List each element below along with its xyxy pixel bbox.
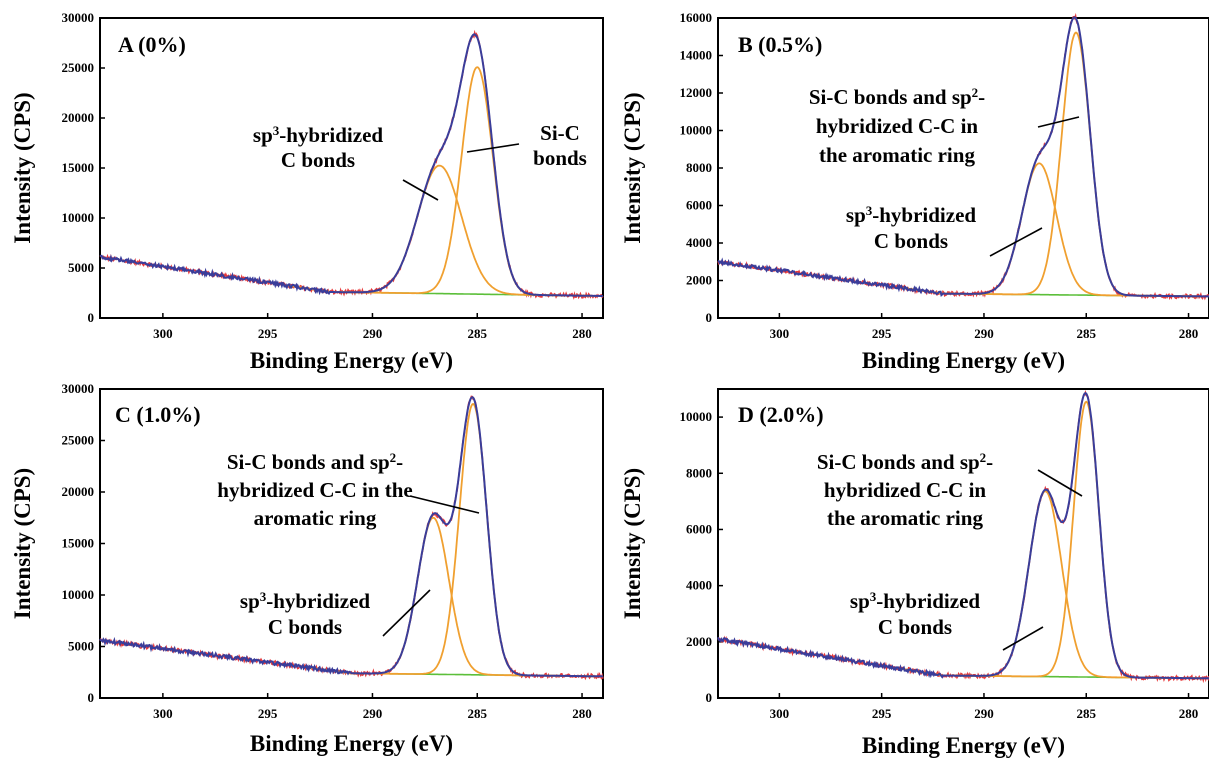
x-tick-label: 295 (258, 706, 278, 721)
y-tick-label: 2000 (686, 634, 712, 649)
y-tick-label: 30000 (62, 10, 95, 25)
y-tick-label: 10000 (62, 587, 95, 602)
plot-frame (717, 388, 1209, 699)
raw-spectrum-line (99, 395, 604, 681)
x-tick-label: 300 (770, 326, 790, 341)
raw-spectrum-line (717, 389, 1209, 684)
x-tick-label: 290 (363, 326, 383, 341)
y-tick-label: 25000 (62, 433, 95, 448)
peak-annotation: Si-C bonds and sp2-hybridized C-C in the … (817, 450, 993, 531)
annotation-leader-line (1037, 116, 1080, 128)
xps-panel-a: 0 5000 10000 15000 20000 25000 30000 300 295 290 2… (10, 10, 604, 373)
y-tick-label: 20000 (62, 110, 95, 125)
x-axis-title: Binding Energy (eV) (250, 731, 453, 756)
y-tick-label: 15000 (62, 160, 95, 175)
fit-envelope-line (717, 16, 1209, 298)
peak-annotation: Si-C bonds and sp2-hybridized C-C in the … (809, 85, 985, 168)
annotation-leader-line (382, 589, 431, 637)
peak-annotation: sp3-hybridized C bonds (850, 589, 981, 640)
x-tick-label: 300 (153, 326, 173, 341)
annotation-leader-line (989, 227, 1043, 257)
y-axis-title: Intensity (CPS) (620, 468, 645, 619)
y-tick-label: 30000 (62, 381, 95, 396)
fit-envelope-line (99, 33, 603, 297)
panel-label: B (0.5%) (738, 32, 822, 57)
xps-panel-d: 0 2000 4000 6000 8000 10000 300 295 290 285 280 Bin… (620, 388, 1209, 758)
x-axis-title: Binding Energy (eV) (862, 348, 1065, 373)
peak-annotation: sp3-hybridized C bonds (846, 203, 977, 254)
y-tick-label: 15000 (62, 536, 95, 551)
panel-label: C (1.0%) (115, 402, 201, 427)
y-tick-label: 25000 (62, 60, 95, 75)
xps-panel-c: 0 5000 10000 15000 20000 25000 30000 300 295 290 2… (10, 381, 604, 756)
y-tick-label: 12000 (680, 85, 713, 100)
x-axis-title: Binding Energy (eV) (250, 348, 453, 373)
y-tick-label: 16000 (680, 10, 713, 25)
y-tick-label: 20000 (62, 484, 95, 499)
si-c-component-line (309, 402, 597, 678)
x-tick-label: 295 (872, 326, 892, 341)
x-tick-label: 295 (258, 326, 278, 341)
x-tick-label: 285 (468, 706, 488, 721)
fit-envelope-line (717, 391, 1209, 680)
y-tick-label: 0 (88, 690, 95, 705)
y-tick-label: 6000 (686, 521, 712, 536)
peak-annotation: Si-C bonds (533, 121, 587, 170)
y-tick-label: 4000 (686, 578, 712, 593)
x-tick-label: 300 (153, 706, 173, 721)
fit-envelope-line (99, 396, 603, 678)
x-tick-label: 295 (872, 706, 892, 721)
annotation-leader-line (1002, 626, 1044, 651)
y-tick-label: 4000 (686, 235, 712, 250)
x-tick-label: 290 (974, 706, 994, 721)
y-tick-label: 5000 (68, 639, 94, 654)
peak-annotation: sp3-hybridized C bonds (253, 123, 384, 173)
y-tick-label: 8000 (686, 465, 712, 480)
annotation-leader-line (402, 179, 439, 201)
y-tick-label: 0 (706, 690, 713, 705)
x-tick-label: 280 (572, 326, 592, 341)
y-axis-title: Intensity (CPS) (620, 92, 645, 243)
y-tick-label: 2000 (686, 273, 712, 288)
x-axis-title: Binding Energy (eV) (862, 733, 1065, 758)
panel-label: D (2.0%) (738, 402, 824, 427)
y-tick-label: 10000 (680, 123, 713, 138)
y-tick-label: 10000 (680, 409, 713, 424)
x-tick-label: 290 (363, 706, 383, 721)
peak-annotation: Si-C bonds and sp2-hybridized C-C in the… (217, 450, 412, 531)
y-tick-label: 8000 (686, 160, 712, 175)
x-tick-label: 285 (1077, 706, 1097, 721)
annotation-leader-line (409, 495, 480, 514)
y-tick-label: 6000 (686, 198, 712, 213)
panel-label: A (0%) (118, 32, 186, 57)
y-tick-label: 0 (88, 310, 95, 325)
x-tick-label: 285 (468, 326, 488, 341)
x-tick-label: 280 (1179, 326, 1199, 341)
xps-panel-b: 0 2000 4000 6000 8000 10000 12000 14000 16000 300… (620, 10, 1209, 373)
y-tick-label: 0 (706, 310, 713, 325)
y-tick-label: 5000 (68, 260, 94, 275)
annotation-leader-line (466, 143, 520, 153)
x-tick-label: 285 (1077, 326, 1097, 341)
y-axis-title: Intensity (CPS) (10, 468, 35, 619)
x-tick-label: 290 (974, 326, 994, 341)
x-tick-label: 280 (1179, 706, 1199, 721)
peak-annotation: sp3-hybridized C bonds (240, 589, 371, 640)
y-tick-label: 10000 (62, 210, 95, 225)
annotation-leader-line (1037, 469, 1083, 497)
x-tick-label: 280 (572, 706, 592, 721)
y-axis-title: Intensity (CPS) (10, 92, 35, 243)
x-tick-label: 300 (770, 706, 790, 721)
y-tick-label: 14000 (680, 48, 713, 63)
si-c-component-line (288, 66, 597, 297)
